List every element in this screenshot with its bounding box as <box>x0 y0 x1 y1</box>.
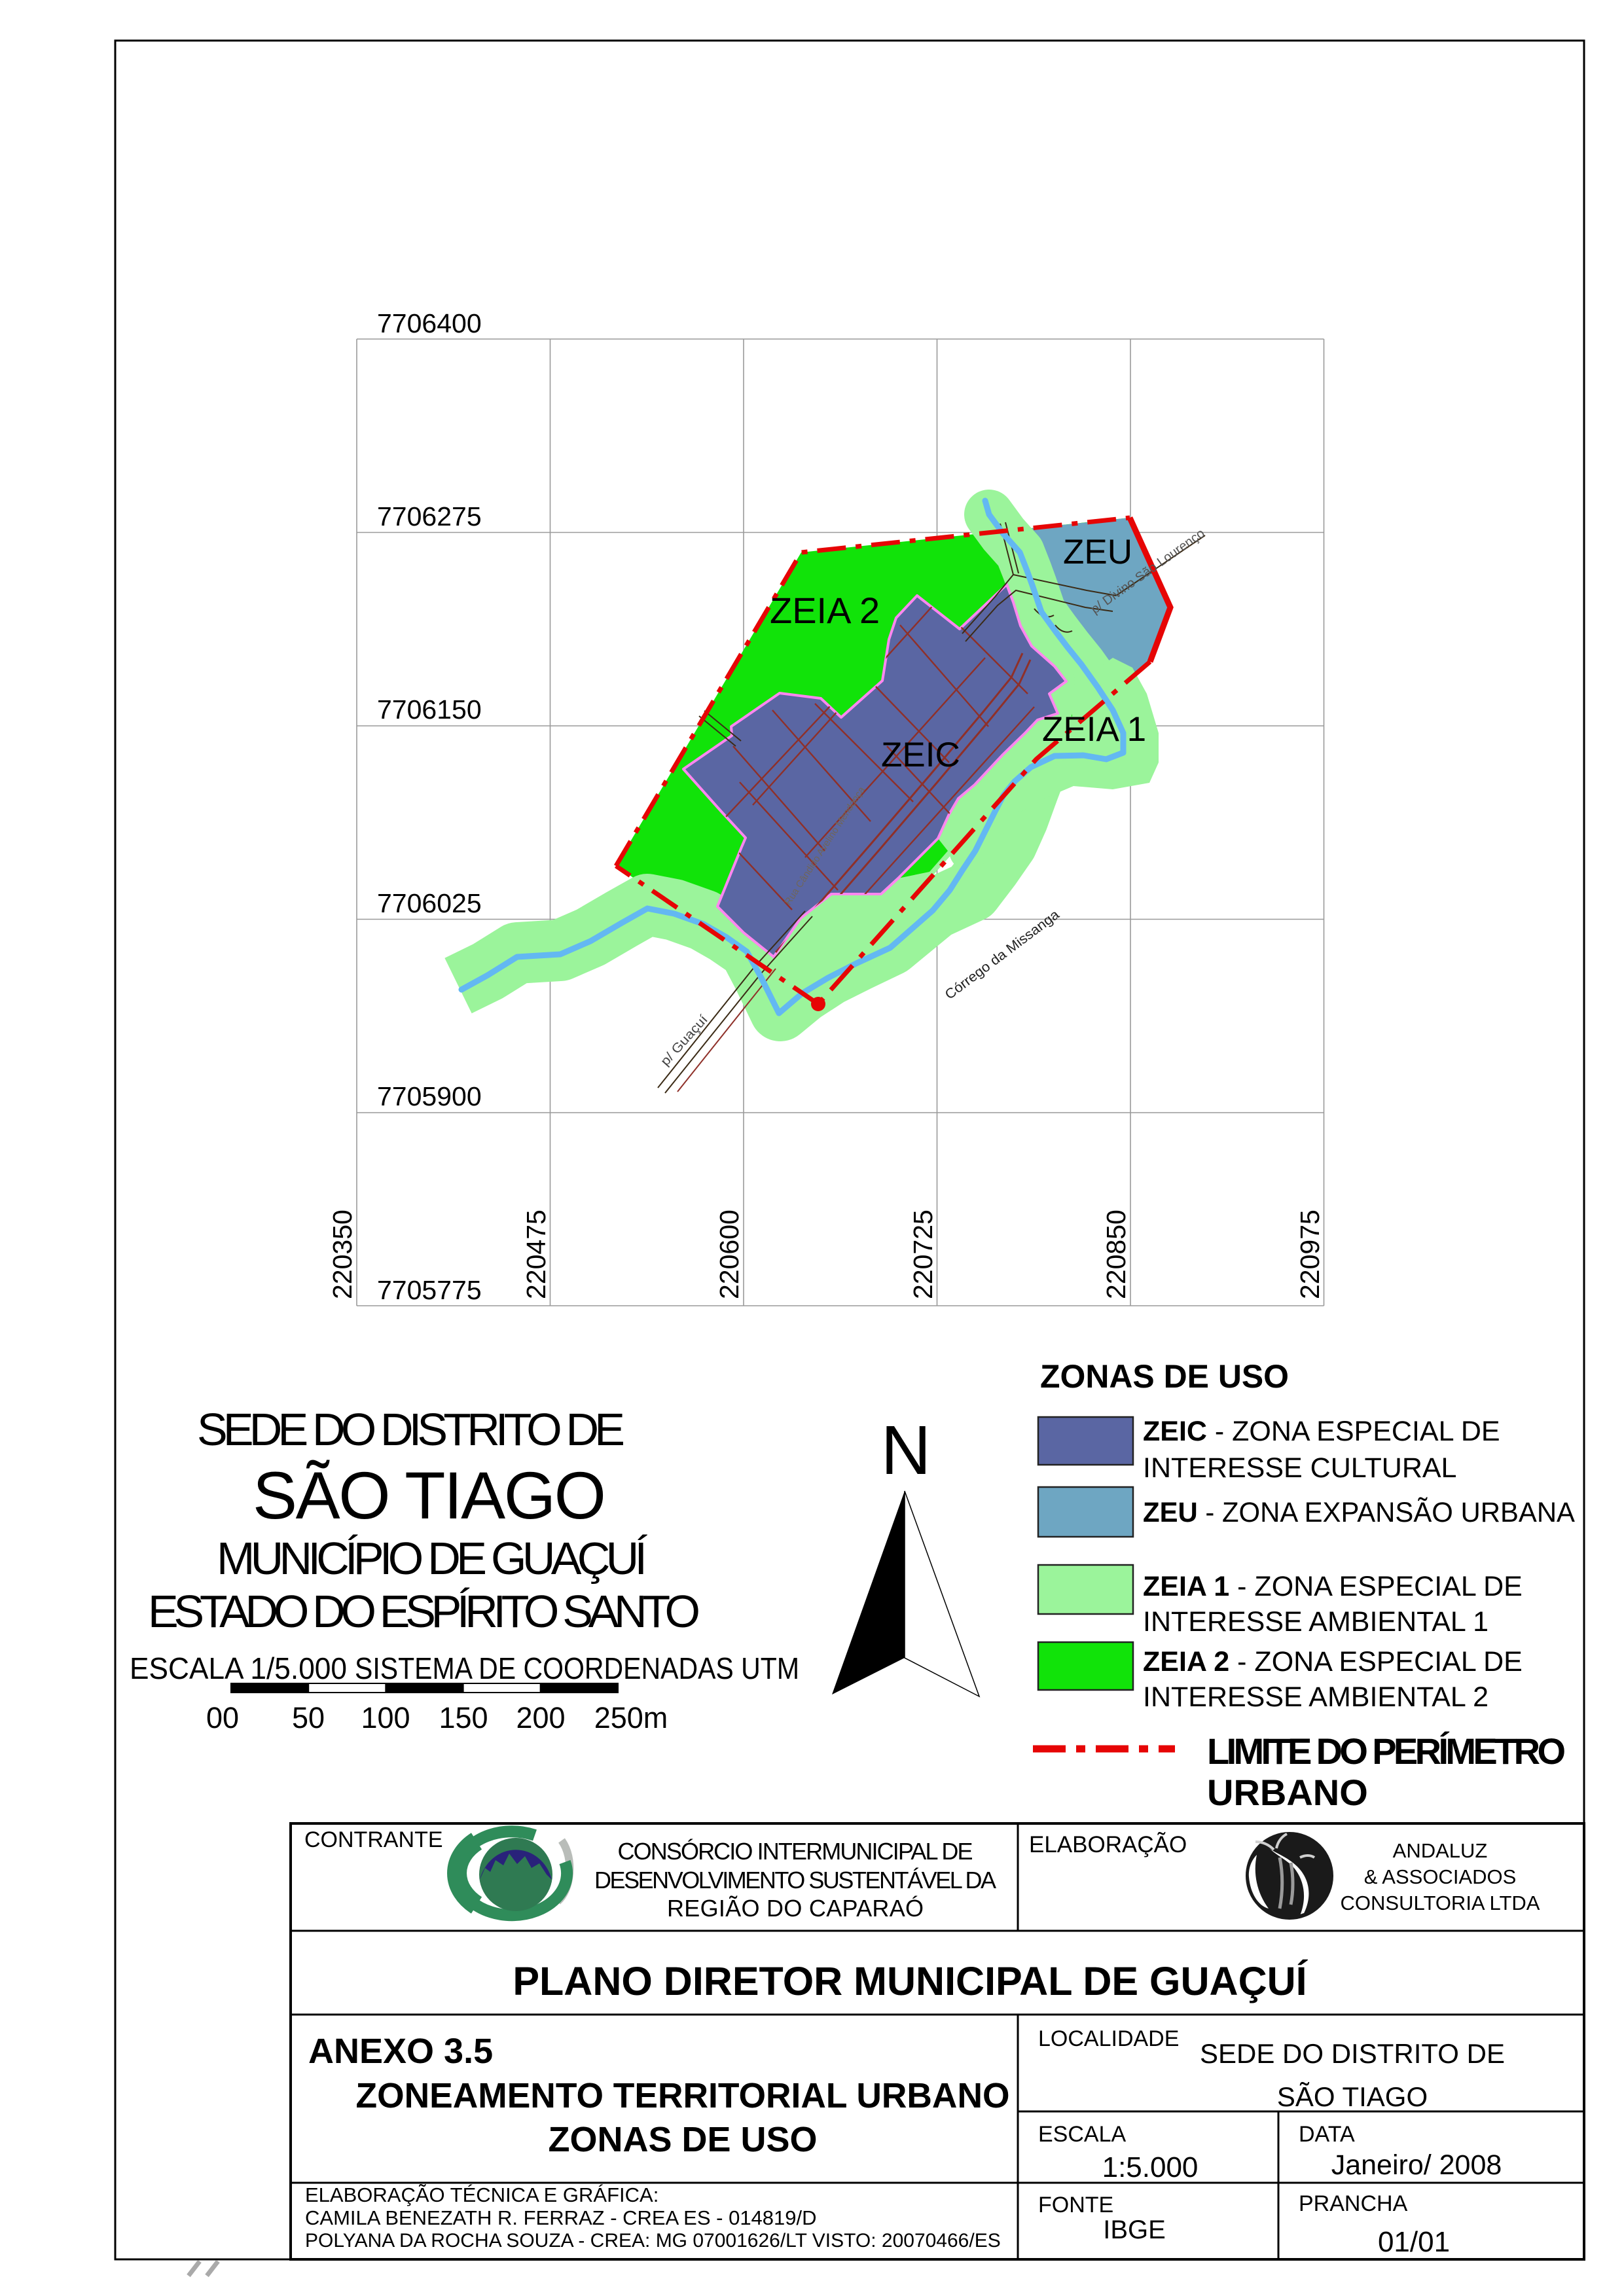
svg-text:220975: 220975 <box>1295 1210 1325 1299</box>
svg-text:URBANO: URBANO <box>1207 1772 1368 1813</box>
svg-text:100: 100 <box>361 1701 410 1734</box>
svg-text:01/01: 01/01 <box>1378 2226 1450 2258</box>
svg-text:& ASSOCIADOS: & ASSOCIADOS <box>1364 1865 1517 1888</box>
svg-text:ELABORAÇÃO: ELABORAÇÃO <box>1029 1832 1187 1857</box>
svg-text:PRANCHA: PRANCHA <box>1299 2191 1408 2216</box>
svg-text:220725: 220725 <box>908 1210 938 1299</box>
svg-text:IBGE: IBGE <box>1103 2215 1166 2244</box>
svg-text:150: 150 <box>439 1701 488 1734</box>
svg-text:POLYANA DA ROCHA SOUZA - CREA:: POLYANA DA ROCHA SOUZA - CREA: MG 070016… <box>305 2230 1001 2251</box>
svg-text:CONSÓRCIO INTERMUNICIPAL DE: CONSÓRCIO INTERMUNICIPAL DE <box>618 1838 973 1865</box>
svg-text:REGIÃO DO CAPARAÓ: REGIÃO DO CAPARAÓ <box>667 1895 924 1922</box>
svg-text:ZEU - ZONA EXPANSÃO URBANA: ZEU - ZONA EXPANSÃO URBANA <box>1143 1497 1575 1528</box>
svg-text:INTERESSE AMBIENTAL 1: INTERESSE AMBIENTAL 1 <box>1143 1606 1489 1638</box>
svg-text:N: N <box>881 1412 931 1489</box>
svg-text:200: 200 <box>516 1701 565 1734</box>
svg-text:ZEIA 1: ZEIA 1 <box>1042 710 1146 749</box>
svg-text:INTERESSE CULTURAL: INTERESSE CULTURAL <box>1143 1452 1456 1484</box>
svg-text:50: 50 <box>292 1701 325 1734</box>
svg-text:ZEIA 2: ZEIA 2 <box>770 590 880 631</box>
svg-text:CONSULTORIA LTDA: CONSULTORIA LTDA <box>1341 1892 1540 1914</box>
svg-text:CAMILA BENEZATH R. FERRAZ - CR: CAMILA BENEZATH R. FERRAZ - CREA ES - 01… <box>305 2206 817 2229</box>
svg-text:ZEIA 1 - ZONA ESPECIAL DE: ZEIA 1 - ZONA ESPECIAL DE <box>1143 1571 1523 1602</box>
svg-text:SÃO TIAGO: SÃO TIAGO <box>253 1458 606 1533</box>
svg-text:ESCALA 1/5.000: ESCALA 1/5.000 <box>130 1651 347 1685</box>
svg-text:MUNICÍPIO DE GUAÇUÍ: MUNICÍPIO DE GUAÇUÍ <box>217 1533 648 1584</box>
svg-text:ANEXO 3.5: ANEXO 3.5 <box>308 2032 493 2071</box>
svg-text:PLANO DIRETOR MUNICIPAL DE GUA: PLANO DIRETOR MUNICIPAL DE GUAÇUÍ <box>513 1959 1308 2003</box>
svg-text:SÃO TIAGO: SÃO TIAGO <box>1277 2081 1428 2112</box>
svg-text:LIMITE DO PERÍMETRO: LIMITE DO PERÍMETRO <box>1207 1731 1566 1772</box>
svg-text:250m: 250m <box>594 1701 668 1734</box>
svg-text:ESCALA: ESCALA <box>1038 2122 1126 2147</box>
svg-text:7706150: 7706150 <box>377 694 482 725</box>
svg-text:7705900: 7705900 <box>377 1081 482 1111</box>
svg-text:00: 00 <box>206 1701 239 1734</box>
svg-text:7706025: 7706025 <box>377 888 482 918</box>
svg-text:ZONAS DE USO: ZONAS DE USO <box>1040 1358 1289 1395</box>
svg-text:Janeiro/ 2008: Janeiro/ 2008 <box>1331 2149 1502 2181</box>
svg-text:INTERESSE AMBIENTAL 2: INTERESSE AMBIENTAL 2 <box>1143 1681 1489 1713</box>
svg-text:7706400: 7706400 <box>377 308 482 338</box>
svg-text:SEDE DO DISTRITO DE: SEDE DO DISTRITO DE <box>1200 2038 1505 2069</box>
svg-text:ZEU: ZEU <box>1063 533 1132 571</box>
svg-text:SISTEMA DE COORDENADAS UTM: SISTEMA DE COORDENADAS UTM <box>355 1651 799 1685</box>
svg-text:220850: 220850 <box>1101 1210 1131 1299</box>
svg-text:ANDALUZ: ANDALUZ <box>1393 1839 1488 1862</box>
svg-text:ZEIA 2 - ZONA ESPECIAL DE: ZEIA 2 - ZONA ESPECIAL DE <box>1143 1646 1523 1677</box>
svg-text:LOCALIDADE: LOCALIDADE <box>1038 2026 1179 2051</box>
svg-text:FONTE: FONTE <box>1038 2193 1113 2217</box>
svg-text:CONTRANTE: CONTRANTE <box>304 1827 443 1852</box>
svg-text:220350: 220350 <box>327 1210 357 1299</box>
svg-text:220475: 220475 <box>521 1210 551 1299</box>
svg-text:ZONAS DE USO: ZONAS DE USO <box>548 2120 817 2159</box>
svg-text:1:5.000: 1:5.000 <box>1102 2151 1199 2183</box>
svg-text:220600: 220600 <box>714 1210 744 1299</box>
svg-text:7705775: 7705775 <box>377 1275 482 1305</box>
svg-text:ESTADO DO ESPÍRITO SANTO: ESTADO DO ESPÍRITO SANTO <box>148 1586 700 1637</box>
svg-text:ELABORAÇÃO TÉCNICA E GRÁFICA:: ELABORAÇÃO TÉCNICA E GRÁFICA: <box>305 2183 659 2206</box>
svg-text:7706275: 7706275 <box>377 501 482 531</box>
svg-text:SEDE DO DISTRITO DE: SEDE DO DISTRITO DE <box>197 1404 625 1455</box>
svg-text:ZONEAMENTO TERRITORIAL URBANO: ZONEAMENTO TERRITORIAL URBANO <box>356 2076 1010 2115</box>
svg-text:DATA: DATA <box>1299 2122 1355 2147</box>
svg-text:ZEIC - ZONA ESPECIAL DE: ZEIC - ZONA ESPECIAL DE <box>1143 1416 1500 1447</box>
svg-text:ZEIC: ZEIC <box>881 736 960 774</box>
svg-text:DESENVOLVIMENTO SUSTENTÁVEL DA: DESENVOLVIMENTO SUSTENTÁVEL DA <box>594 1867 996 1893</box>
